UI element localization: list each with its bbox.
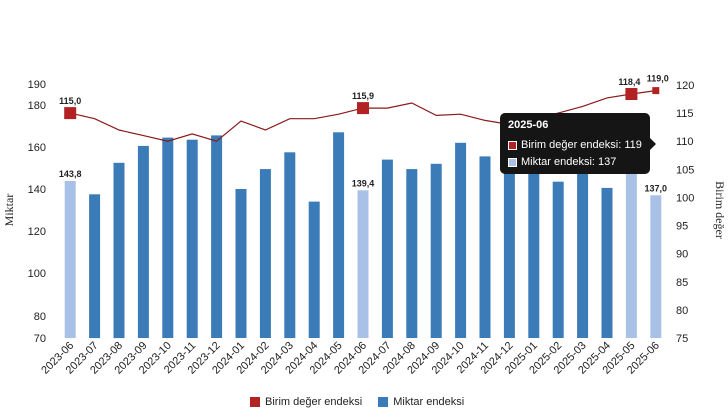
tooltip-swatch-unit-value: [508, 140, 517, 150]
bar-2025-03[interactable]: [577, 168, 589, 338]
bar-2024-04[interactable]: [308, 201, 320, 338]
bar-2025-05[interactable]: [625, 154, 637, 338]
left-tick-label: 140: [28, 184, 46, 196]
bar-2024-06[interactable]: [357, 190, 369, 338]
tooltip-text-unit-value: Birim değer endeksi: 119: [521, 139, 642, 151]
data-label: 115,9: [352, 91, 374, 101]
bar-2023-08[interactable]: [113, 162, 125, 339]
left-tick-label: 100: [28, 268, 46, 280]
line-marker-2023-06[interactable]: [64, 107, 77, 120]
right-tick-label: 75: [676, 333, 688, 345]
tooltip-row-quantity: Miktar endeksi: 137: [508, 156, 616, 168]
legend-item-unit-value[interactable]: Birim değer endeksi: [250, 396, 362, 408]
bar-2025-06[interactable]: [650, 195, 662, 338]
legend-swatch-unit-value: [250, 397, 260, 407]
bar-2025-04[interactable]: [601, 187, 613, 338]
bar-2025-01[interactable]: [528, 157, 540, 339]
right-tick-label: 120: [676, 80, 694, 92]
right-tick-label: 90: [676, 249, 688, 261]
left-axis: 70 80 100 120 140 160 180 190: [28, 79, 46, 345]
data-label: 119,0: [647, 74, 669, 84]
legend-swatch-quantity: [378, 397, 389, 407]
right-tick-label: 105: [676, 164, 694, 176]
x-axis: 2023-062023-072023-082023-092023-102023-…: [39, 340, 662, 377]
legend-item-quantity[interactable]: Miktar endeksi: [378, 396, 464, 408]
line-marker-2024-06[interactable]: [357, 102, 369, 115]
right-tick-label: 100: [676, 192, 694, 204]
bar-2024-09[interactable]: [430, 163, 442, 338]
left-tick-label: 190: [28, 79, 46, 91]
left-tick-label: 70: [34, 333, 46, 345]
data-label: 137,0: [645, 183, 668, 193]
legend-label-quantity: Miktar endeksi: [393, 396, 465, 408]
right-tick-label: 95: [676, 221, 688, 233]
tooltip-text-quantity: Miktar endeksi: 137: [521, 156, 617, 168]
line-marker-2025-06[interactable]: [652, 87, 660, 95]
bar-2024-03[interactable]: [284, 152, 296, 339]
line-marker-2025-05[interactable]: [625, 88, 638, 100]
tooltip-arrow: [650, 138, 656, 150]
right-tick-label: 85: [676, 277, 688, 289]
bar-2024-02[interactable]: [259, 169, 271, 338]
right-tick-label: 110: [676, 136, 694, 148]
bar-2023-09[interactable]: [137, 145, 149, 338]
bar-2024-01[interactable]: [235, 189, 247, 338]
bar-series: [64, 132, 662, 339]
tooltip-swatch-quantity: [508, 157, 517, 167]
tooltip: 2025-06 Birim değer endeksi: 119 Miktar …: [500, 113, 656, 174]
right-axis: 75 80 85 90 95 100 105 110 115 120: [676, 80, 694, 345]
bar-2024-10[interactable]: [455, 142, 467, 338]
left-tick-label: 120: [28, 226, 46, 238]
right-tick-label: 80: [676, 305, 688, 317]
data-label: 118,4: [618, 77, 640, 87]
legend-label-unit-value: Birim değer endeksi: [265, 396, 363, 408]
tooltip-row-unit-value: Birim değer endeksi: 119: [508, 139, 642, 151]
bar-2024-08[interactable]: [406, 169, 418, 338]
data-label: 139,4: [352, 178, 375, 188]
left-tick-label: 80: [34, 311, 46, 323]
bar-2023-10[interactable]: [162, 137, 174, 338]
bar-2023-07[interactable]: [89, 194, 101, 339]
left-tick-label: 180: [28, 100, 46, 112]
bar-2024-12[interactable]: [503, 161, 515, 338]
left-axis-title: Miktar: [2, 194, 16, 227]
left-tick-label: 160: [28, 142, 46, 154]
data-label: 143,8: [59, 169, 82, 179]
data-label: 115,0: [59, 96, 81, 106]
bar-2023-12[interactable]: [211, 135, 223, 338]
bar-2023-06[interactable]: [64, 181, 76, 338]
right-tick-label: 115: [676, 108, 694, 120]
bar-2024-07[interactable]: [381, 159, 393, 338]
bar-2023-11[interactable]: [186, 139, 198, 338]
right-axis-title: Birim değer: [713, 181, 727, 239]
bar-2024-11[interactable]: [479, 156, 491, 338]
legend: Birim değer endeksi Miktar endeksi: [250, 396, 464, 408]
bar-2024-05[interactable]: [333, 132, 345, 338]
bar-2025-02[interactable]: [552, 181, 564, 338]
tooltip-title: 2025-06: [508, 119, 549, 131]
